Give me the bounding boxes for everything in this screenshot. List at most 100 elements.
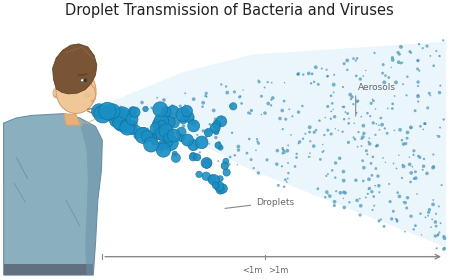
Point: [350, 135, 357, 140]
Point: [418, 233, 425, 237]
Point: [412, 170, 419, 174]
Point: [385, 75, 393, 80]
Point: [371, 183, 379, 188]
Point: [192, 146, 199, 150]
Point: [124, 125, 131, 130]
Point: [177, 104, 184, 108]
Point: [347, 92, 354, 97]
Point: [324, 74, 331, 78]
Point: [95, 109, 103, 114]
Point: [256, 80, 263, 84]
Point: [305, 155, 312, 159]
Point: [345, 116, 353, 121]
Point: [119, 113, 126, 117]
Point: [332, 161, 339, 165]
Point: [403, 206, 410, 210]
Point: [427, 93, 434, 98]
Point: [158, 119, 165, 123]
Point: [243, 151, 251, 155]
Point: [420, 127, 427, 132]
Point: [285, 171, 292, 175]
Point: [184, 138, 191, 142]
Point: [106, 114, 113, 119]
Point: [250, 166, 257, 171]
Point: [212, 126, 219, 130]
Point: [431, 234, 439, 238]
Point: [427, 54, 434, 58]
Point: [327, 116, 334, 121]
Point: [328, 168, 336, 173]
Point: [180, 124, 187, 128]
Point: [140, 130, 147, 134]
Point: [247, 111, 254, 116]
Point: [344, 68, 351, 72]
Point: [340, 178, 347, 183]
Point: [398, 138, 406, 143]
Point: [389, 106, 396, 111]
Point: [402, 200, 409, 205]
Point: [117, 105, 124, 109]
Point: [402, 141, 409, 146]
Point: [403, 93, 410, 97]
Point: [350, 56, 357, 61]
Point: [213, 130, 220, 134]
Point: [284, 148, 291, 153]
Point: [264, 80, 271, 84]
Point: [255, 171, 262, 175]
Point: [157, 130, 164, 135]
Point: [119, 121, 126, 125]
Point: [403, 136, 411, 141]
Point: [283, 180, 290, 184]
Point: [116, 115, 124, 120]
Point: [344, 111, 351, 116]
Point: [393, 219, 401, 224]
Point: [280, 99, 288, 103]
Point: [414, 80, 422, 84]
Point: [340, 190, 348, 194]
Point: [358, 115, 365, 119]
Point: [229, 130, 236, 135]
Point: [261, 85, 268, 90]
Point: [268, 80, 275, 85]
Point: [307, 139, 314, 144]
Point: [181, 91, 189, 95]
Point: [393, 80, 400, 85]
Point: [200, 129, 207, 133]
Point: [159, 131, 166, 136]
Point: [383, 131, 391, 136]
Point: [203, 94, 210, 99]
Point: [295, 141, 302, 146]
Point: [377, 217, 384, 222]
Point: [432, 211, 440, 216]
Point: [190, 155, 197, 159]
Point: [371, 51, 378, 55]
Point: [430, 202, 437, 207]
Point: [397, 61, 404, 66]
Point: [430, 152, 437, 157]
Point: [185, 115, 192, 119]
Point: [306, 125, 313, 129]
Point: [300, 136, 307, 141]
Point: [123, 119, 130, 123]
Point: [279, 147, 286, 152]
Point: [440, 247, 447, 251]
Point: [353, 111, 360, 115]
Point: [377, 116, 385, 120]
Point: [434, 233, 441, 238]
Point: [273, 162, 280, 166]
Point: [324, 104, 332, 109]
Point: [382, 73, 389, 78]
Point: [322, 195, 329, 199]
Point: [438, 183, 445, 187]
Point: [376, 190, 383, 195]
Point: [252, 148, 260, 153]
Point: [275, 183, 282, 188]
Point: [340, 196, 347, 201]
Point: [365, 177, 373, 181]
Point: [360, 135, 367, 139]
Point: [217, 176, 224, 181]
Point: [339, 105, 346, 109]
Point: [435, 232, 442, 237]
Point: [172, 156, 180, 160]
Point: [349, 95, 356, 99]
